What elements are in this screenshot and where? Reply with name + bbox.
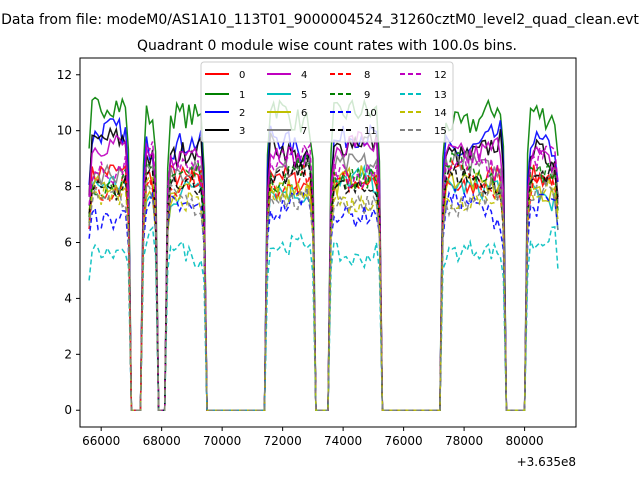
legend-label-8: 8 (364, 70, 370, 81)
x-tick-label: 66000 (82, 434, 120, 448)
y-tick-label: 2 (64, 347, 72, 361)
x-tick-label: 78000 (445, 434, 483, 448)
x-tick-label: 80000 (505, 434, 543, 448)
series-lines (88, 96, 559, 411)
legend-label-5: 5 (301, 90, 307, 101)
series-line-15 (88, 181, 559, 411)
figure-suptitle: Data from file: modeM0/AS1A10_113T01_900… (1, 12, 639, 28)
x-tick-label: 74000 (324, 434, 362, 448)
legend-label-11: 11 (364, 126, 377, 137)
y-tick-label: 10 (57, 124, 72, 138)
legend-label-6: 6 (301, 108, 307, 119)
x-tick-label: 68000 (143, 434, 181, 448)
x-tick-label: 72000 (264, 434, 302, 448)
legend-label-10: 10 (364, 108, 377, 119)
x-axis: 66000 68000 70000 72000 74000 76000 78000 80000 (82, 427, 544, 448)
legend-label-12: 12 (434, 70, 447, 81)
legend-label-7: 7 (301, 126, 307, 137)
legend-label-4: 4 (301, 70, 307, 81)
y-tick-label: 8 (64, 180, 72, 194)
y-tick-label: 6 (64, 236, 72, 250)
y-tick-label: 12 (57, 68, 72, 82)
legend-label-2: 2 (239, 108, 245, 119)
legend-label-13: 13 (434, 90, 447, 101)
legend-box (200, 61, 454, 143)
y-tick-label: 0 (64, 403, 72, 417)
legend-label-1: 1 (239, 90, 245, 101)
x-tick-label: 70000 (203, 434, 241, 448)
y-axis: 0 2 4 6 8 10 12 (57, 68, 80, 417)
legend-label-3: 3 (239, 126, 245, 137)
legend-label-0: 0 (239, 70, 245, 81)
y-tick-label: 4 (64, 291, 72, 305)
chart-title: Quadrant 0 module wise count rates with … (137, 38, 517, 54)
x-tick-label: 76000 (385, 434, 423, 448)
legend-label-14: 14 (434, 108, 447, 119)
x-offset-label: +3.635e8 (517, 455, 576, 469)
legend-label-15: 15 (434, 126, 447, 137)
legend-label-9: 9 (364, 90, 370, 101)
